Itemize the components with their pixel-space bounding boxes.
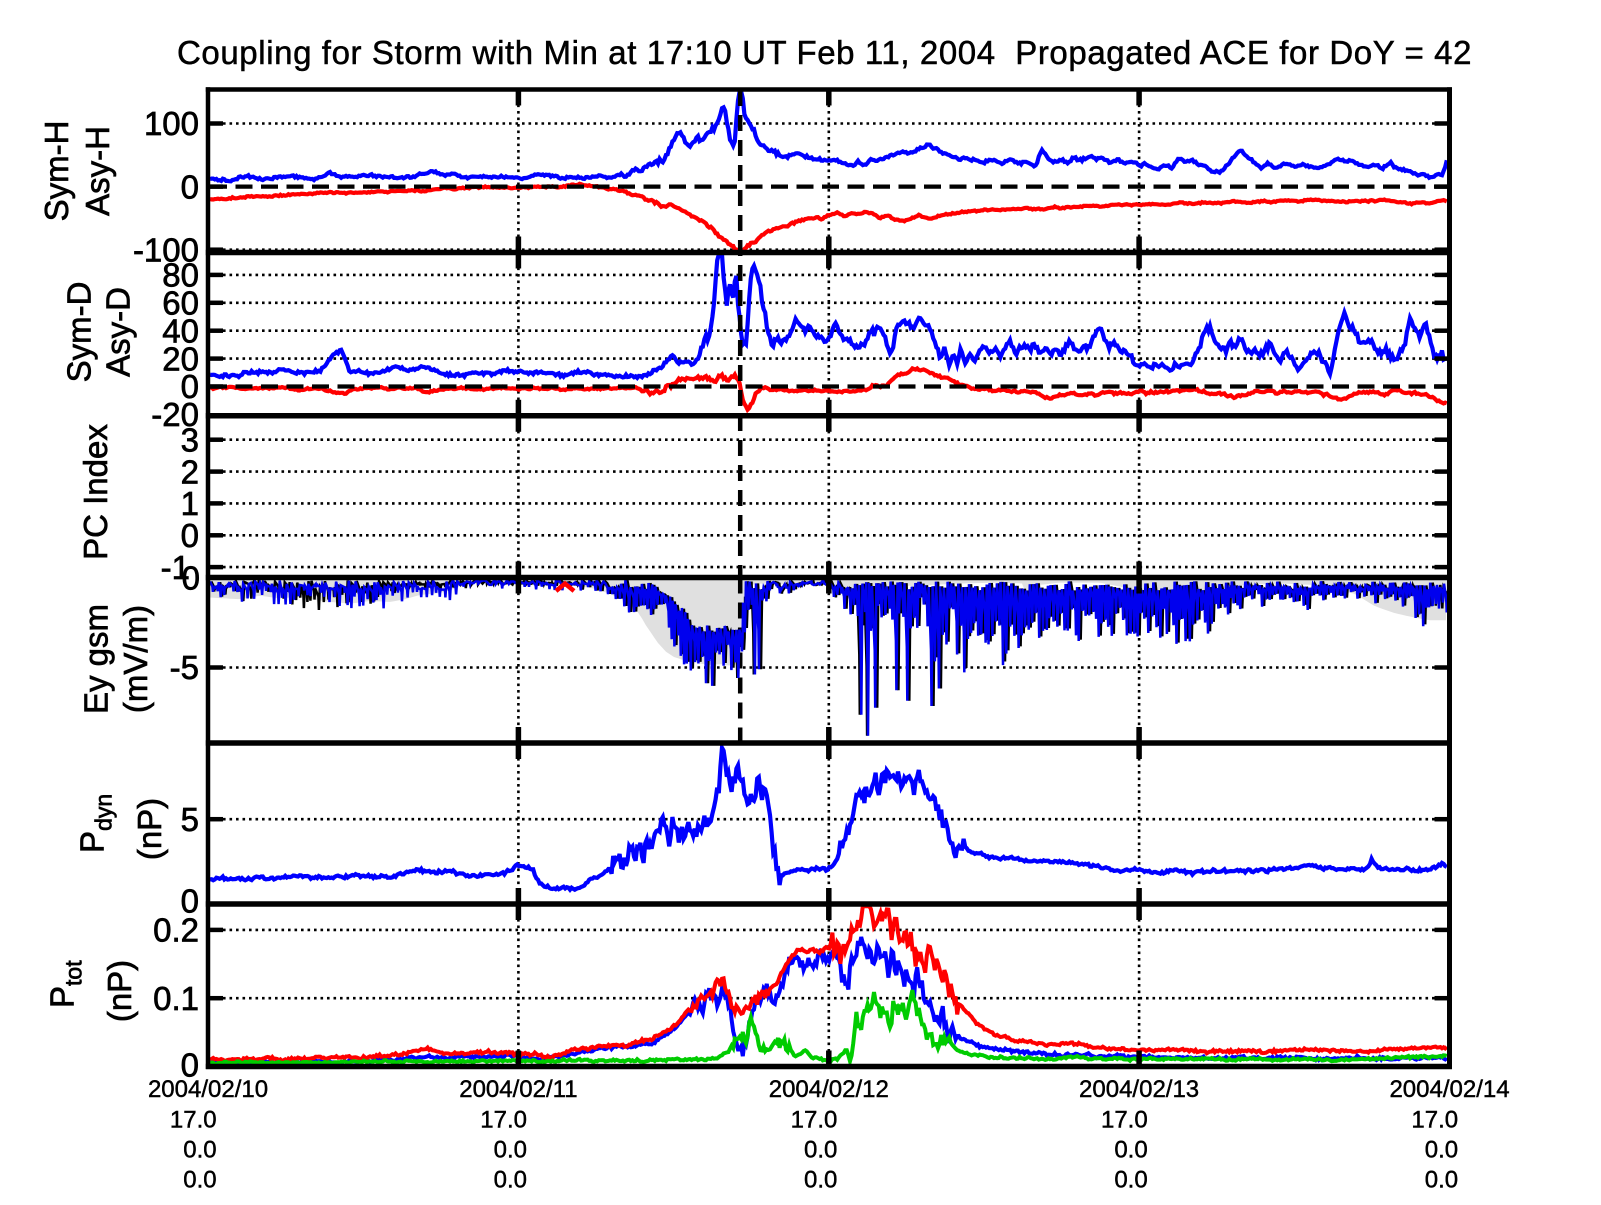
svg-text:0.0: 0.0 bbox=[183, 1167, 216, 1194]
svg-text:20: 20 bbox=[162, 340, 199, 377]
svg-text:60: 60 bbox=[162, 285, 199, 322]
svg-text:2004/02/14: 2004/02/14 bbox=[1389, 1076, 1509, 1103]
svg-text:0.0: 0.0 bbox=[1425, 1137, 1458, 1164]
svg-text:(nP): (nP) bbox=[131, 798, 168, 860]
svg-text:5: 5 bbox=[181, 801, 199, 838]
svg-text:(nP): (nP) bbox=[101, 960, 138, 1022]
svg-text:Sym-D: Sym-D bbox=[61, 282, 98, 383]
svg-text:3: 3 bbox=[181, 421, 199, 458]
svg-text:2004/02/10: 2004/02/10 bbox=[148, 1076, 268, 1103]
svg-text:(mV/m): (mV/m) bbox=[117, 605, 154, 713]
svg-text:1: 1 bbox=[181, 485, 199, 522]
svg-text:0.0: 0.0 bbox=[804, 1137, 837, 1164]
svg-text:17.0: 17.0 bbox=[791, 1107, 838, 1134]
svg-text:Asy-H: Asy-H bbox=[79, 126, 116, 216]
svg-text:17.0: 17.0 bbox=[1101, 1107, 1148, 1134]
svg-text:PC Index: PC Index bbox=[77, 424, 114, 560]
svg-text:2004/02/13: 2004/02/13 bbox=[1079, 1076, 1199, 1103]
svg-text:0.1: 0.1 bbox=[153, 980, 199, 1017]
svg-text:0: 0 bbox=[182, 560, 200, 597]
svg-text:17.0: 17.0 bbox=[170, 1107, 217, 1134]
svg-text:0.0: 0.0 bbox=[494, 1137, 527, 1164]
svg-text:0: 0 bbox=[181, 883, 199, 920]
svg-text:-100: -100 bbox=[133, 231, 199, 268]
svg-text:Sym-H: Sym-H bbox=[38, 121, 75, 222]
svg-text:17.0: 17.0 bbox=[480, 1107, 527, 1134]
svg-text:0.0: 0.0 bbox=[494, 1167, 527, 1194]
svg-text:0.2: 0.2 bbox=[153, 912, 199, 949]
svg-text:0.0: 0.0 bbox=[1114, 1167, 1147, 1194]
svg-text:Asy-D: Asy-D bbox=[100, 287, 137, 377]
svg-text:Ey gsm: Ey gsm bbox=[78, 604, 115, 714]
svg-text:40: 40 bbox=[162, 312, 199, 349]
svg-text:0.0: 0.0 bbox=[1425, 1167, 1458, 1194]
svg-text:100: 100 bbox=[144, 105, 199, 142]
svg-text:2: 2 bbox=[181, 453, 199, 490]
svg-text:0: 0 bbox=[181, 168, 199, 205]
svg-text:0: 0 bbox=[181, 517, 199, 554]
svg-text:80: 80 bbox=[162, 257, 199, 294]
svg-text:0.0: 0.0 bbox=[804, 1167, 837, 1194]
svg-text:2004/02/12: 2004/02/12 bbox=[769, 1076, 889, 1103]
svg-text:0.0: 0.0 bbox=[1114, 1137, 1147, 1164]
svg-text:0: 0 bbox=[181, 368, 199, 405]
svg-text:-1: -1 bbox=[161, 549, 190, 586]
svg-text:Coupling for Storm with Min at: Coupling for Storm with Min at 17:10 UT … bbox=[177, 34, 1472, 71]
svg-text:0.0: 0.0 bbox=[183, 1137, 216, 1164]
svg-text:0: 0 bbox=[181, 1047, 199, 1084]
svg-text:-20: -20 bbox=[151, 396, 199, 433]
svg-text:-5: -5 bbox=[170, 649, 199, 686]
svg-text:17.0: 17.0 bbox=[1411, 1107, 1458, 1134]
svg-text:2004/02/11: 2004/02/11 bbox=[459, 1076, 577, 1103]
